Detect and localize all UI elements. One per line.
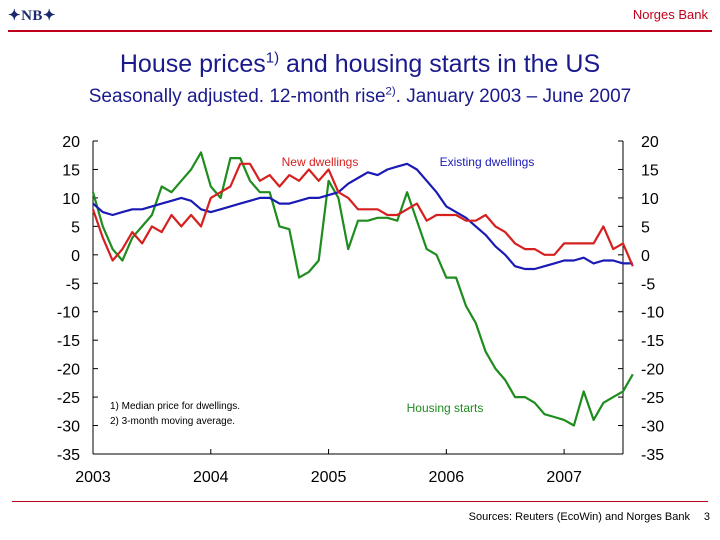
y-tick-label-left: -10 (57, 305, 80, 322)
y-tick-label-left: -20 (57, 362, 80, 379)
header-divider (8, 30, 712, 32)
slide-subtitle: Seasonally adjusted. 12-month rise2). Ja… (0, 86, 720, 108)
y-tick-label-right: 0 (641, 248, 650, 265)
y-tick-label-right: -25 (641, 390, 664, 407)
page-number: 3 (703, 511, 710, 523)
legend-existing-dwellings: Existing dwellings (440, 155, 535, 169)
y-tick-label-left: 15 (62, 162, 80, 179)
subtitle-footnote-marker: 2) (385, 85, 396, 98)
title-main: House prices (119, 50, 266, 78)
y-tick-label-right: 5 (641, 219, 650, 236)
y-tick-label-right: -30 (641, 419, 664, 436)
series-housing-starts (91, 151, 634, 427)
y-tick-label-left: -15 (57, 333, 80, 350)
title-footnote-marker: 1) (265, 49, 280, 67)
y-tick-label-left: -35 (57, 447, 80, 464)
slide-title: House prices1) and housing starts in the… (0, 50, 720, 79)
legend-housing-starts: Housing starts (407, 401, 484, 415)
y-tick-label-right: -15 (641, 333, 664, 350)
y-tick-label-left: 10 (62, 191, 80, 208)
y-tick-label-left: 20 (62, 134, 80, 151)
title-rest: and housing starts in the US (279, 50, 601, 78)
chart-axes: 20 20 15 15 10 10 5 5 0 0 -5 -5 -10 -10 -15 -15 -20 -20 -2… (57, 134, 664, 486)
y-tick-label-right: -10 (641, 305, 664, 322)
chart-series (91, 151, 634, 427)
subtitle-rest: . January 2003 – June 2007 (395, 86, 632, 107)
series-new-dwellings (91, 162, 634, 267)
y-tick-label-right: 15 (641, 162, 659, 179)
y-tick-label-left: -5 (66, 276, 80, 293)
y-tick-label-right: -20 (641, 362, 664, 379)
y-tick-label-left: -25 (57, 390, 80, 407)
norges-bank-logo: ✦NB✦ (8, 8, 56, 24)
x-tick-label: 2006 (429, 469, 465, 486)
footnote-moving-average: 2) 3-month moving average. (110, 416, 235, 427)
brand-name: Norges Bank (632, 7, 708, 22)
y-tick-label-left: -30 (57, 419, 80, 436)
y-tick-label-right: 20 (641, 134, 659, 151)
legend-new-dwellings: New dwellings (282, 155, 359, 169)
x-tick-label: 2007 (546, 469, 582, 486)
y-tick-label-left: 5 (71, 219, 80, 236)
x-tick-label: 2004 (193, 469, 229, 486)
y-tick-label-right: -5 (641, 276, 655, 293)
y-tick-label-right: 10 (641, 191, 659, 208)
y-tick-label-right: -35 (641, 447, 664, 464)
footer-divider (12, 501, 708, 502)
source-note: Sources: Reuters (EcoWin) and Norges Ban… (468, 511, 690, 523)
footnote-median-price: 1) Median price for dwellings. (110, 401, 240, 412)
subtitle-main: Seasonally adjusted. 12-month rise (88, 86, 386, 107)
x-tick-label: 2005 (311, 469, 347, 486)
x-tick-label: 2003 (75, 469, 111, 486)
chart-labels: New dwellings Existing dwellings Housing… (110, 155, 534, 427)
series-existing-dwellings (92, 162, 633, 271)
y-tick-label-left: 0 (71, 248, 80, 265)
